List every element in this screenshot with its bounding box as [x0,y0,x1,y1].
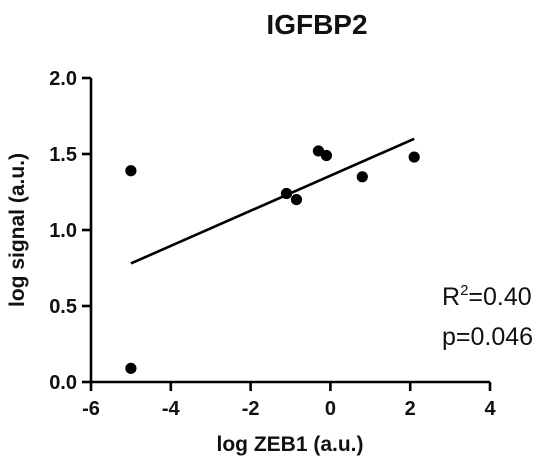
y-tick-label: 0.0 [49,372,77,394]
scatter-point [280,187,293,200]
data-points-group [125,145,420,374]
scatter-point [290,194,303,206]
r-squared-prefix: R [442,283,460,311]
r-squared-annotation: R2=0.40 [442,282,532,311]
x-tick-label: 0 [325,398,336,420]
y-tick-label: 0.5 [49,296,77,318]
p-value-annotation: p=0.046 [442,323,533,351]
scatter-point [125,165,137,177]
x-tick-label: -4 [162,398,181,420]
scatter-point [356,171,368,183]
x-tick-label: 2 [405,398,416,420]
x-tick-label: -2 [242,398,260,420]
x-tick-label: -6 [82,398,100,420]
x-axis-label: log ZEB1 (a.u.) [217,433,364,456]
y-tick-label: 1.0 [49,220,77,242]
ticks-group [82,76,492,391]
x-tick-label: 4 [484,398,496,420]
r-squared-superscript: 2 [460,282,468,299]
r-squared-value: =0.40 [468,283,531,311]
regression-line [130,137,415,265]
chart-title: IGFBP2 [266,9,367,40]
y-tick-label: 2.0 [49,68,77,90]
tick-labels-group: -6 -4 -2 0 2 4 0.0 0.5 1.0 1.5 2.0 [49,68,496,420]
scatter-point [408,151,420,163]
y-axis-label: log signal (a.u.) [6,153,29,307]
scatter-point [320,149,333,162]
axes-group [89,78,490,384]
scatter-point [125,362,137,374]
y-tick-label: 1.5 [49,144,77,166]
regression-group [130,137,415,265]
